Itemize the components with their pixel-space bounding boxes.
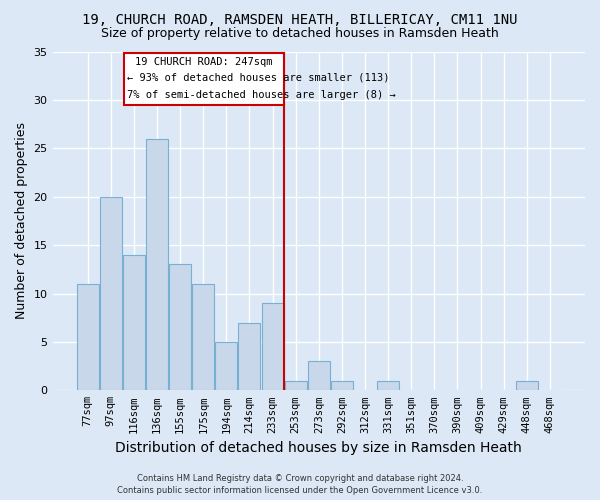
Bar — [262, 303, 284, 390]
FancyBboxPatch shape — [124, 54, 284, 104]
Y-axis label: Number of detached properties: Number of detached properties — [15, 122, 28, 320]
X-axis label: Distribution of detached houses by size in Ramsden Heath: Distribution of detached houses by size … — [115, 441, 522, 455]
Bar — [238, 322, 260, 390]
Bar — [169, 264, 191, 390]
Text: 19 CHURCH ROAD: 247sqm: 19 CHURCH ROAD: 247sqm — [135, 58, 272, 68]
Bar — [146, 138, 168, 390]
Bar — [77, 284, 98, 391]
Text: Contains HM Land Registry data © Crown copyright and database right 2024.
Contai: Contains HM Land Registry data © Crown c… — [118, 474, 482, 495]
Text: 7% of semi-detached houses are larger (8) →: 7% of semi-detached houses are larger (8… — [127, 90, 396, 100]
Bar — [192, 284, 214, 391]
Bar — [123, 255, 145, 390]
Bar — [331, 380, 353, 390]
Bar — [308, 362, 330, 390]
Bar — [100, 196, 122, 390]
Bar — [516, 380, 538, 390]
Text: ← 93% of detached houses are smaller (113): ← 93% of detached houses are smaller (11… — [127, 73, 389, 83]
Text: 19, CHURCH ROAD, RAMSDEN HEATH, BILLERICAY, CM11 1NU: 19, CHURCH ROAD, RAMSDEN HEATH, BILLERIC… — [82, 12, 518, 26]
Bar — [284, 380, 307, 390]
Text: Size of property relative to detached houses in Ramsden Heath: Size of property relative to detached ho… — [101, 28, 499, 40]
Bar — [215, 342, 238, 390]
Bar — [377, 380, 399, 390]
